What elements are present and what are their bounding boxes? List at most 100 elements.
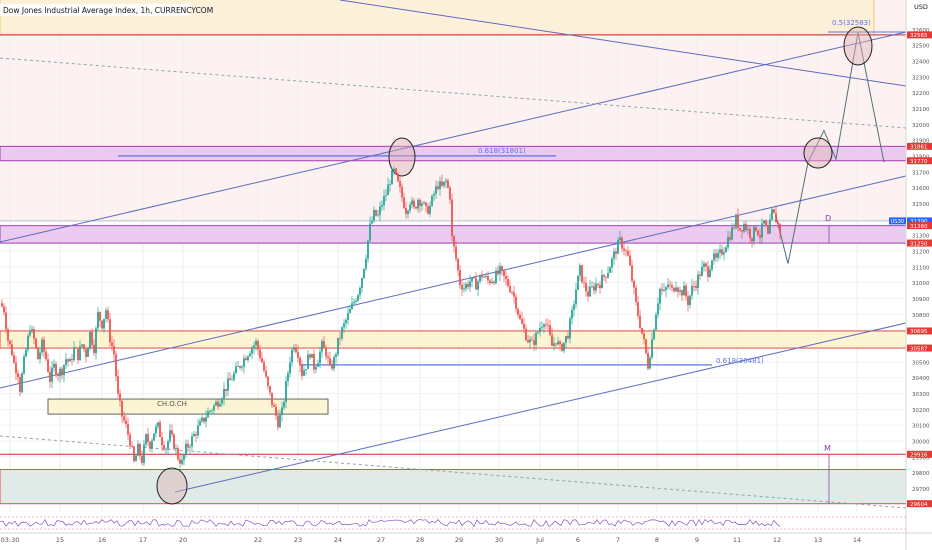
candle-body: [471, 277, 473, 282]
candle-body: [283, 402, 285, 408]
candle-body: [533, 340, 535, 345]
candle-body: [55, 363, 57, 376]
time-tick-label: 28: [416, 536, 424, 544]
candle-body: [113, 346, 115, 355]
candle-body: [325, 347, 327, 357]
background-upper: [0, 0, 906, 220]
candle-body: [219, 403, 221, 407]
candle-body: [585, 282, 587, 292]
candle-body: [215, 401, 217, 406]
candle-body: [195, 433, 197, 436]
candle-body: [485, 276, 487, 277]
price-tag-label: 31360: [910, 224, 928, 230]
candle-body: [247, 356, 249, 361]
price-tick-label: 29800: [912, 471, 930, 477]
projected-path: [775, 32, 885, 264]
candle-body: [337, 337, 339, 355]
background-lower: [0, 220, 906, 512]
symbol-tag-label: US30: [891, 219, 905, 225]
channel-line: [0, 175, 907, 389]
candle-body: [333, 356, 335, 369]
price-tag-label: 29916: [910, 453, 928, 459]
candle-body: [173, 434, 175, 449]
candle-body: [145, 434, 147, 445]
candle-body: [593, 286, 595, 291]
candle-body: [711, 260, 713, 270]
highlight-circle: [843, 26, 873, 66]
price-tag: [907, 500, 932, 508]
candle-body: [393, 168, 395, 171]
candle-body: [49, 371, 51, 382]
candle-body: [253, 345, 255, 349]
candle-body: [547, 324, 549, 326]
candle-body: [535, 332, 537, 345]
candle-body: [387, 184, 389, 196]
candle-body: [643, 333, 645, 340]
candle-body: [513, 292, 515, 297]
candle-body: [693, 285, 695, 287]
candle-body: [573, 304, 575, 310]
candle-body: [201, 417, 203, 422]
candle-body: [401, 187, 403, 198]
candle-body: [77, 348, 79, 361]
candle-body: [399, 181, 401, 188]
price-tag-label: 30695: [910, 329, 928, 335]
chart-grid: [0, 0, 906, 512]
price-tag: [907, 217, 932, 225]
candle-body: [67, 359, 69, 362]
choch-label: CH.O.CH: [157, 400, 187, 408]
candle-body: [505, 275, 507, 280]
candle-body: [537, 332, 539, 334]
candle-body: [277, 415, 279, 428]
candle-body: [661, 288, 663, 291]
candle-body: [263, 362, 265, 371]
candle-body: [19, 377, 21, 393]
price-tick-label: 31900: [912, 139, 930, 145]
price-tick-label: 30400: [912, 376, 930, 382]
candle-body: [627, 251, 629, 256]
candle-body: [435, 186, 437, 194]
candle-body: [495, 270, 497, 284]
candle-body: [331, 364, 333, 369]
price-tag-label: 31250: [910, 241, 928, 247]
candle-body: [351, 303, 353, 310]
candle-body: [29, 331, 31, 336]
candle-body: [343, 323, 345, 328]
trend-lines: [0, 0, 907, 509]
candle-body: [57, 375, 59, 377]
candle-body: [621, 237, 623, 249]
candle-body: [705, 263, 707, 267]
time-axis[interactable]: 03:30 15 16 17 20 22 23 24 27 28 29 30 Jul 6 7 8 9 11 12 13…: [1, 536, 862, 544]
time-tick-label: 13: [814, 536, 822, 544]
candle-body: [141, 455, 143, 463]
price-tag: [907, 239, 932, 247]
candle-body: [189, 446, 191, 448]
candle-body: [747, 228, 749, 231]
candle-body: [731, 227, 733, 240]
candle-body: [3, 306, 5, 313]
candle-body: [159, 422, 161, 437]
candle-body: [523, 323, 525, 329]
time-tick-label: 16: [98, 536, 106, 544]
candle-body: [619, 237, 621, 241]
candle-body: [373, 210, 375, 221]
candle-body: [667, 284, 669, 288]
price-axis[interactable]: 32600 32500 32400 32300 32200 32100 32000 31900…: [889, 0, 932, 550]
candle-body: [715, 253, 717, 258]
candle-body: [749, 228, 751, 238]
candle-body: [367, 240, 369, 259]
candle-body: [491, 281, 493, 283]
price-tick-label: 29900: [912, 455, 930, 461]
price-tick-label: 32300: [912, 75, 930, 81]
candle-body: [311, 353, 313, 358]
candle-body: [543, 324, 545, 328]
candle-body: [309, 354, 311, 358]
candle-body: [231, 379, 233, 381]
dashed-trend-line: [0, 57, 907, 129]
candle-body: [369, 223, 371, 241]
fib-label-low: 0.618(30481): [716, 357, 764, 365]
candle-body: [353, 302, 355, 304]
candle-body: [217, 401, 219, 407]
candle-body: [769, 219, 771, 234]
